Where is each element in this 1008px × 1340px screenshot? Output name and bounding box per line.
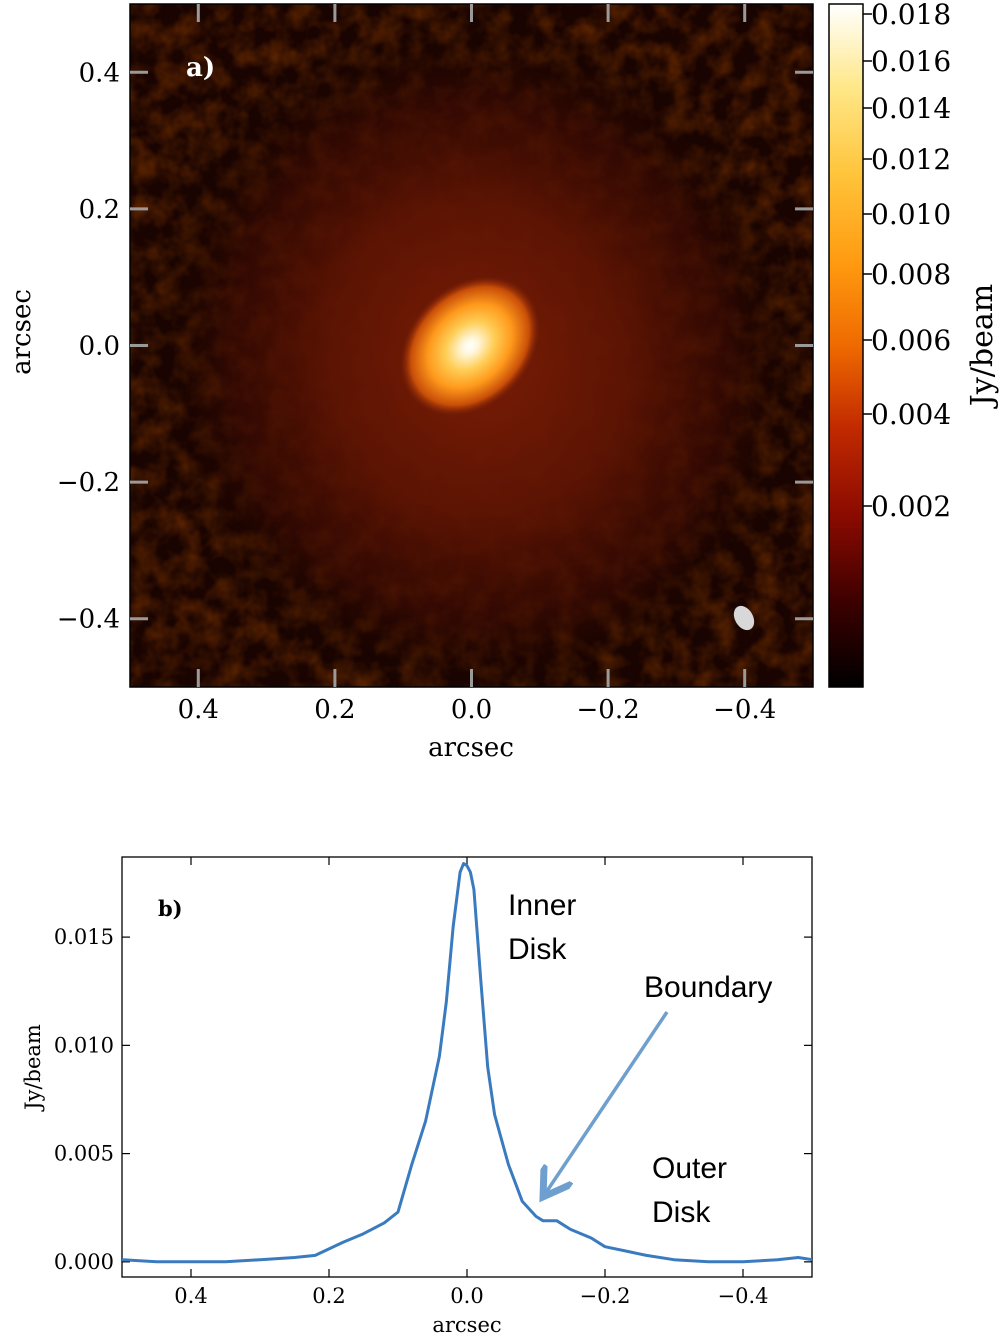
image-y-tick-label: −0.2 <box>57 468 120 498</box>
colorbar-gradient <box>829 4 863 687</box>
profile-x-tick-label: −0.4 <box>718 1284 769 1308</box>
profile-y-axis-label: Jy/beam <box>21 1024 45 1112</box>
profile-x-tick-label: −0.2 <box>580 1284 631 1308</box>
colorbar-tick-label: 0.006 <box>871 324 951 357</box>
colorbar: 0.018 0.016 0.014 0.012 0.010 0.008 0.006 0.004… <box>828 0 1000 688</box>
profile-y-tick-label: 0.010 <box>54 1033 114 1057</box>
image-x-tick-label: 0.4 <box>178 695 219 725</box>
profile-x-tick-labels: 0.4 0.2 0.0 −0.2 −0.4 <box>174 1284 768 1308</box>
colorbar-label: Jy/beam <box>965 284 1000 409</box>
inner-disk-annotation-line2: Disk <box>508 933 567 966</box>
profile-ticks <box>122 857 812 1277</box>
inner-disk-emission <box>400 276 540 416</box>
boundary-arrow <box>545 1011 669 1194</box>
image-y-tick-label: 0.2 <box>79 195 120 225</box>
colorbar-tick-label: 0.008 <box>871 258 951 291</box>
colorbar-tick-label: 0.002 <box>871 490 951 523</box>
colorbar-tick-label: 0.012 <box>871 143 951 176</box>
colorbar-tick-label: 0.016 <box>871 45 951 78</box>
image-x-tick-label: −0.2 <box>577 695 640 725</box>
colorbar-tick-label: 0.014 <box>871 92 951 125</box>
beam-ellipse <box>733 605 755 631</box>
panel-a-label: a) <box>186 53 215 83</box>
image-ticks <box>130 4 813 687</box>
boundary-annotation: Boundary <box>644 971 772 1004</box>
colorbar-frame <box>828 3 864 688</box>
image-x-tick-label: −0.4 <box>713 695 776 725</box>
panel-b-label: b) <box>158 896 183 921</box>
image-x-axis-label: arcsec <box>428 733 514 763</box>
profile-y-tick-label: 0.000 <box>54 1250 114 1274</box>
panel-a: a) 0.4 0.2 0.0 −0.2 −0.4 0.4 0.2 0.0 −0.2 −0.4 a… <box>7 0 1000 763</box>
outer-disk-annotation-line1: Outer <box>652 1152 727 1185</box>
profile-y-tick-labels: 0.000 0.005 0.010 0.015 <box>54 925 114 1274</box>
profile-x-axis-label: arcsec <box>432 1313 501 1337</box>
colorbar-tick-labels: 0.018 0.016 0.014 0.012 0.010 0.008 0.006 0.004… <box>863 0 951 523</box>
profile-x-tick-label: 0.4 <box>174 1284 207 1308</box>
image-x-tick-label: 0.2 <box>314 695 355 725</box>
image-x-tick-label: 0.0 <box>451 695 492 725</box>
image-x-tick-labels: 0.4 0.2 0.0 −0.2 −0.4 <box>178 695 777 725</box>
image-y-tick-label: 0.4 <box>79 58 120 88</box>
image-y-axis-label: arcsec <box>7 289 37 375</box>
profile-x-tick-label: 0.0 <box>450 1284 483 1308</box>
panel-b: 0.4 0.2 0.0 −0.2 −0.4 0.000 0.005 0.010 0.015 b… <box>21 856 813 1337</box>
image-y-tick-label: 0.0 <box>79 332 120 362</box>
colorbar-tick-label: 0.018 <box>871 0 951 31</box>
colorbar-tick-label: 0.010 <box>871 198 951 231</box>
profile-y-tick-label: 0.005 <box>54 1142 114 1166</box>
inner-disk-annotation-line1: Inner <box>508 889 576 922</box>
image-y-tick-label: −0.4 <box>57 605 120 635</box>
profile-series-line <box>122 862 812 1264</box>
image-y-tick-labels: 0.4 0.2 0.0 −0.2 −0.4 <box>57 58 120 634</box>
profile-y-tick-label: 0.015 <box>54 925 114 949</box>
colorbar-tick-label: 0.004 <box>871 398 951 431</box>
profile-x-tick-label: 0.2 <box>312 1284 345 1308</box>
flux-image <box>130 4 813 687</box>
outer-disk-annotation-line2: Disk <box>652 1196 711 1229</box>
